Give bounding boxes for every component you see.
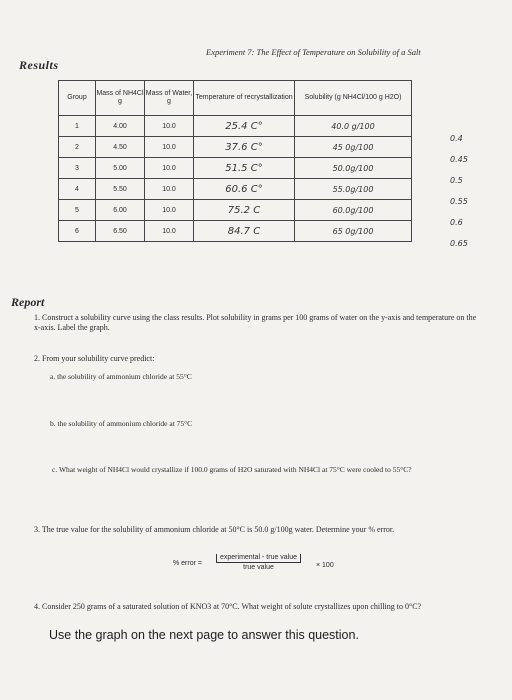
- formula-numerator: experimental - true value: [216, 554, 302, 563]
- table-row: 6 6.50 10.0 84.7 C 65 0g/100: [58, 220, 412, 242]
- cell-solubility: 60.0g/100: [294, 199, 412, 221]
- cell-group: 3: [58, 157, 96, 179]
- cell-group: 6: [58, 220, 96, 242]
- question-2a: a. the solubility of ammonium chloride a…: [50, 372, 192, 381]
- cell-mass-water: 10.0: [144, 157, 194, 179]
- cell-mass-salt: 5.50: [95, 178, 145, 200]
- cell-mass-water: 10.0: [144, 115, 194, 137]
- table-row: 4 5.50 10.0 60.6 C° 55.0g/100: [58, 178, 412, 200]
- question-4: 4. Consider 250 grams of a saturated sol…: [34, 602, 422, 611]
- question-3: 3. The true value for the solubility of …: [34, 525, 395, 534]
- side-note: 0.4: [450, 134, 463, 143]
- cell-mass-salt: 6.50: [95, 220, 145, 242]
- header-group: Group: [58, 80, 96, 116]
- side-note: 0.45: [450, 155, 468, 164]
- cell-temperature: 51.5 C°: [193, 157, 295, 179]
- cell-mass-water: 10.0: [144, 136, 194, 158]
- cell-group: 4: [58, 178, 96, 200]
- cell-mass-salt: 4.50: [95, 136, 145, 158]
- cell-solubility: 50.0g/100: [294, 157, 412, 179]
- cell-temperature: 37.6 C°: [193, 136, 295, 158]
- graph-note: Use the graph on the next page to answer…: [49, 628, 359, 642]
- side-note: 0.6: [450, 218, 463, 227]
- cell-mass-water: 10.0: [144, 178, 194, 200]
- side-note: 0.55: [450, 197, 468, 206]
- header-temperature: Temperature of recrystallization: [193, 80, 295, 116]
- question-2b: b. the solubility of ammonium chloride a…: [50, 419, 193, 428]
- percent-error-fraction: experimental - true value true value: [216, 554, 302, 571]
- question-2c: c. What weight of NH4Cl would crystalliz…: [52, 465, 412, 474]
- cell-solubility: 55.0g/100: [294, 178, 412, 200]
- results-heading: Results: [19, 58, 59, 72]
- side-note: 0.65: [450, 239, 468, 248]
- results-table: Group Mass of NH4Cl g Mass of Water, g T…: [58, 80, 412, 242]
- cell-mass-salt: 6.00: [95, 199, 145, 221]
- experiment-title: Experiment 7: The Effect of Temperature …: [206, 47, 421, 57]
- table-row: 3 5.00 10.0 51.5 C° 50.0g/100: [58, 157, 412, 179]
- report-heading: Report: [11, 295, 45, 309]
- formula-denominator: true value: [243, 564, 274, 571]
- formula-label: % error =: [173, 560, 202, 567]
- table-row: 1 4.00 10.0 25.4 C° 40.0 g/100: [58, 115, 412, 137]
- cell-solubility: 65 0g/100: [294, 220, 412, 242]
- cell-solubility: 40.0 g/100: [294, 115, 412, 137]
- cell-temperature: 25.4 C°: [193, 115, 295, 137]
- cell-group: 2: [58, 136, 96, 158]
- cell-mass-salt: 5.00: [95, 157, 145, 179]
- table-header-row: Group Mass of NH4Cl g Mass of Water, g T…: [58, 80, 412, 116]
- cell-temperature: 75.2 C: [193, 199, 295, 221]
- question-2: 2. From your solubility curve predict:: [34, 354, 155, 363]
- cell-group: 5: [58, 199, 96, 221]
- formula-multiplier: × 100: [316, 562, 334, 569]
- cell-mass-water: 10.0: [144, 199, 194, 221]
- table-row: 5 6.00 10.0 75.2 C 60.0g/100: [58, 199, 412, 221]
- header-mass-salt: Mass of NH4Cl g: [95, 80, 145, 116]
- cell-mass-salt: 4.00: [95, 115, 145, 137]
- header-solubility: Solubility (g NH4Cl/100 g H2O): [294, 80, 412, 116]
- question-1: 1. Construct a solubility curve using th…: [34, 313, 477, 332]
- cell-temperature: 84.7 C: [193, 220, 295, 242]
- cell-group: 1: [58, 115, 96, 137]
- table-row: 2 4.50 10.0 37.6 C° 45 0g/100: [58, 136, 412, 158]
- cell-solubility: 45 0g/100: [294, 136, 412, 158]
- side-note: 0.5: [450, 176, 463, 185]
- header-mass-water: Mass of Water, g: [144, 80, 194, 116]
- cell-mass-water: 10.0: [144, 220, 194, 242]
- cell-temperature: 60.6 C°: [193, 178, 295, 200]
